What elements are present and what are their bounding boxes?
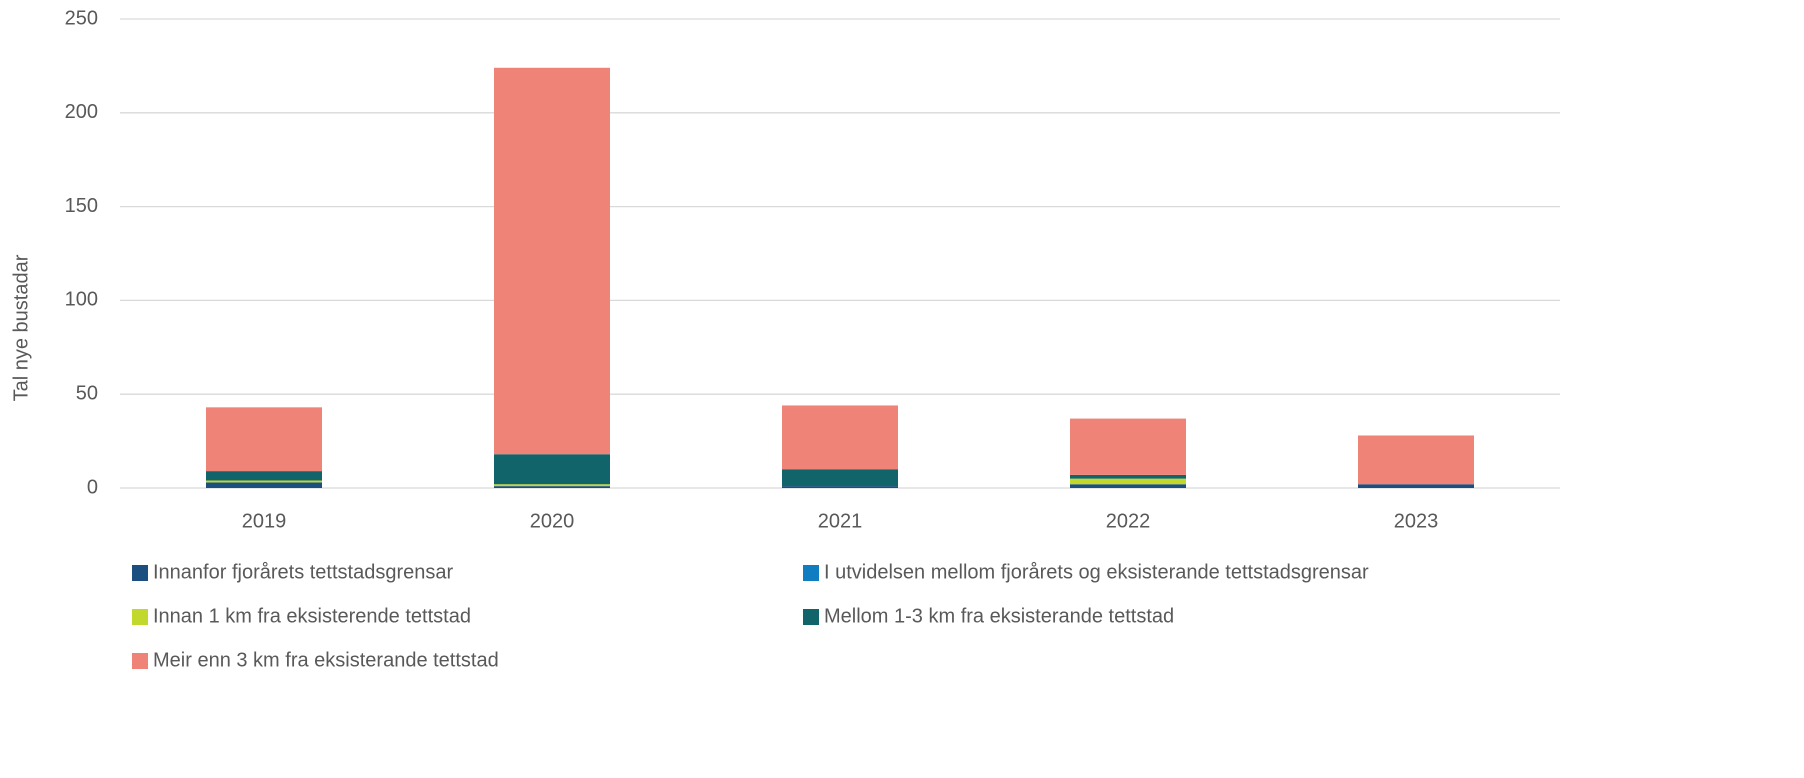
bar-segment xyxy=(782,405,898,470)
x-tick-label: 2021 xyxy=(818,510,863,532)
bar-segment xyxy=(494,454,610,485)
bar-segment xyxy=(1070,484,1186,488)
bar-segment xyxy=(782,486,898,488)
x-tick-label: 2020 xyxy=(530,510,575,532)
bar-segment xyxy=(494,67,610,455)
y-axis-label: Tal nye bustadar xyxy=(10,254,32,401)
legend-swatch xyxy=(132,609,148,625)
legend-label: Meir enn 3 km fra eksisterande tettstad xyxy=(153,649,499,671)
legend-swatch xyxy=(803,609,819,625)
bar-segment xyxy=(1070,478,1186,485)
legend-swatch xyxy=(132,565,148,581)
legend-label: Innanfor fjorårets tettstadsgrensar xyxy=(153,561,453,583)
bar-segment xyxy=(206,482,322,488)
bar-segment xyxy=(206,407,322,472)
y-tick-label: 200 xyxy=(65,101,98,123)
y-tick-label: 250 xyxy=(65,7,98,29)
bar-segment xyxy=(494,486,610,488)
legend-swatch xyxy=(803,565,819,581)
bar-segment xyxy=(1358,435,1474,485)
bar-segment xyxy=(1070,418,1186,475)
bar-segment xyxy=(1070,474,1186,479)
x-tick-label: 2023 xyxy=(1394,510,1439,532)
bar-segment xyxy=(206,480,322,483)
bar-segment xyxy=(1358,484,1474,488)
x-tick-label: 2019 xyxy=(242,510,287,532)
y-tick-label: 150 xyxy=(65,195,98,217)
legend-swatch xyxy=(132,653,148,669)
y-tick-label: 0 xyxy=(87,476,98,498)
x-tick-label: 2022 xyxy=(1106,510,1151,532)
legend-label: Mellom 1-3 km fra eksisterande tettstad xyxy=(824,605,1174,627)
bar-segment xyxy=(782,469,898,487)
bar-segment xyxy=(494,484,610,487)
legend-label: Innan 1 km fra eksisterende tettstad xyxy=(153,605,471,627)
bar-segment xyxy=(206,471,322,481)
y-tick-label: 100 xyxy=(65,289,98,311)
y-tick-label: 50 xyxy=(76,382,98,404)
legend-label: I utvidelsen mellom fjorårets og eksiste… xyxy=(824,561,1369,583)
